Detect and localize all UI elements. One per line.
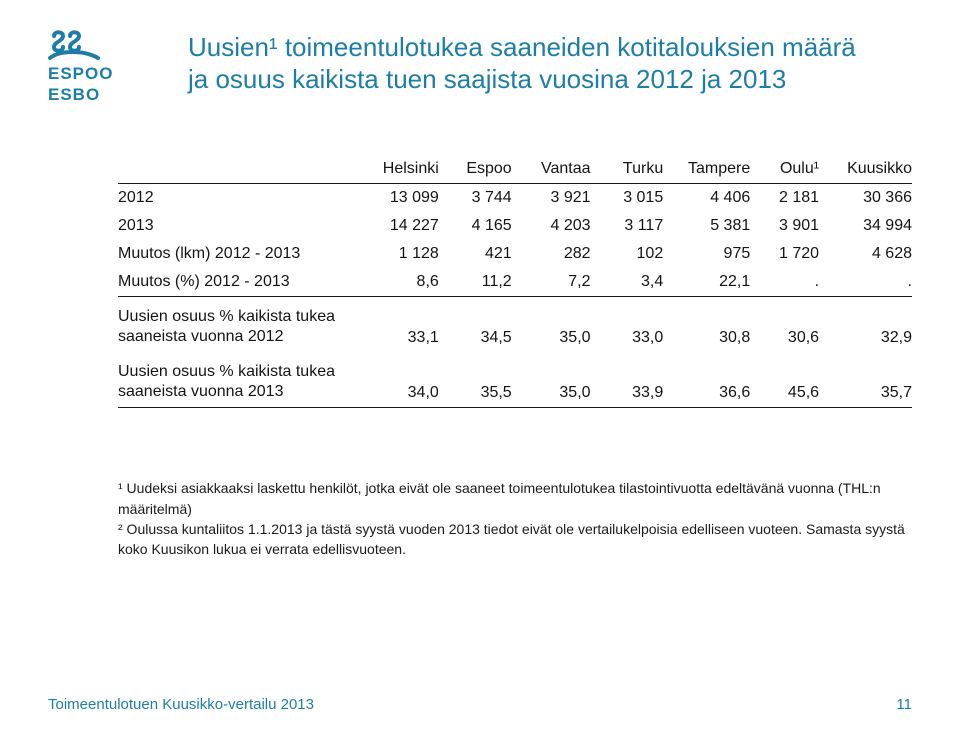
table-cell: 11,2: [439, 268, 512, 297]
table-cell: 7,2: [512, 268, 591, 297]
table-row: Uusien osuus % kaikista tukeasaaneista v…: [118, 297, 912, 353]
table-cell: 34 994: [819, 212, 912, 240]
table-cell: 34,0: [354, 352, 439, 408]
page-number: 11: [896, 696, 912, 713]
table-cell: .: [750, 268, 819, 297]
table-row: Muutos (%) 2012 - 20138,611,27,23,422,1.…: [118, 268, 912, 297]
data-table: Helsinki Espoo Vantaa Turku Tampere Oulu…: [118, 155, 912, 408]
col-turku: Turku: [591, 155, 664, 184]
table-corner: [118, 155, 354, 184]
col-helsinki: Helsinki: [354, 155, 439, 184]
table-header-row: Helsinki Espoo Vantaa Turku Tampere Oulu…: [118, 155, 912, 184]
table-cell: 35,5: [439, 352, 512, 408]
table-cell: 2 181: [750, 184, 819, 213]
logo-mark-icon: [48, 28, 100, 62]
row-label: Uusien osuus % kaikista tukeasaaneista v…: [118, 352, 354, 408]
table-cell: .: [819, 268, 912, 297]
table-cell: 30 366: [819, 184, 912, 213]
table-cell: 3 117: [591, 212, 664, 240]
table-cell: 3 015: [591, 184, 664, 213]
data-table-wrap: Helsinki Espoo Vantaa Turku Tampere Oulu…: [118, 155, 912, 408]
table-cell: 36,6: [663, 352, 750, 408]
table-cell: 975: [663, 240, 750, 268]
row-label: 2013: [118, 212, 354, 240]
table-cell: 33,0: [591, 297, 664, 353]
table-cell: 1 720: [750, 240, 819, 268]
table-cell: 5 381: [663, 212, 750, 240]
table-body: 201213 0993 7443 9213 0154 4062 18130 36…: [118, 184, 912, 408]
row-label: 2012: [118, 184, 354, 213]
page-title-line1: Uusien¹ toimeentulotukea saaneiden kotit…: [188, 32, 912, 64]
table-cell: 35,0: [512, 297, 591, 353]
table-cell: 32,9: [819, 297, 912, 353]
row-label: Muutos (lkm) 2012 - 2013: [118, 240, 354, 268]
table-cell: 8,6: [354, 268, 439, 297]
table-cell: 13 099: [354, 184, 439, 213]
table-cell: 102: [591, 240, 664, 268]
table-cell: 33,9: [591, 352, 664, 408]
table-cell: 1 128: [354, 240, 439, 268]
footer-title: Toimeentulotuen Kuusikko-vertailu 2013: [48, 696, 314, 713]
row-label: Muutos (%) 2012 - 2013: [118, 268, 354, 297]
col-oulu: Oulu¹: [750, 155, 819, 184]
table-cell: 3 744: [439, 184, 512, 213]
table-cell: 3 901: [750, 212, 819, 240]
table-cell: 4 406: [663, 184, 750, 213]
table-cell: 4 203: [512, 212, 591, 240]
row-label: Uusien osuus % kaikista tukeasaaneista v…: [118, 297, 354, 353]
page-title-line2: ja osuus kaikista tuen saajista vuosina …: [188, 64, 912, 96]
footnote-1: ¹ Uudeksi asiakkaaksi laskettu henkilöt,…: [118, 478, 912, 519]
table-cell: 14 227: [354, 212, 439, 240]
col-espoo: Espoo: [439, 155, 512, 184]
col-kuusikko: Kuusikko: [819, 155, 912, 184]
table-row: Uusien osuus % kaikista tukeasaaneista v…: [118, 352, 912, 408]
table-row: 201213 0993 7443 9213 0154 4062 18130 36…: [118, 184, 912, 213]
table-cell: 421: [439, 240, 512, 268]
footnotes: ¹ Uudeksi asiakkaaksi laskettu henkilöt,…: [118, 478, 912, 559]
table-cell: 45,6: [750, 352, 819, 408]
col-tampere: Tampere: [663, 155, 750, 184]
logo: ESPOO ESBO: [48, 28, 158, 104]
table-cell: 30,8: [663, 297, 750, 353]
table-cell: 3 921: [512, 184, 591, 213]
col-vantaa: Vantaa: [512, 155, 591, 184]
table-cell: 35,0: [512, 352, 591, 408]
logo-text-line2: ESBO: [48, 85, 158, 104]
table-cell: 34,5: [439, 297, 512, 353]
table-cell: 3,4: [591, 268, 664, 297]
footer: Toimeentulotuen Kuusikko-vertailu 2013 1…: [48, 696, 912, 713]
slide: ESPOO ESBO Uusien¹ toimeentulotukea saan…: [0, 0, 960, 735]
table-row: 201314 2274 1654 2033 1175 3813 90134 99…: [118, 212, 912, 240]
table-cell: 4 165: [439, 212, 512, 240]
logo-text-line1: ESPOO: [48, 64, 158, 83]
table-cell: 4 628: [819, 240, 912, 268]
title-block: Uusien¹ toimeentulotukea saaneiden kotit…: [188, 32, 912, 95]
table-cell: 33,1: [354, 297, 439, 353]
table-cell: 282: [512, 240, 591, 268]
table-cell: 30,6: [750, 297, 819, 353]
table-cell: 35,7: [819, 352, 912, 408]
table-cell: 22,1: [663, 268, 750, 297]
footnote-2: ² Oulussa kuntaliitos 1.1.2013 ja tästä …: [118, 519, 912, 560]
table-row: Muutos (lkm) 2012 - 20131 12842128210297…: [118, 240, 912, 268]
